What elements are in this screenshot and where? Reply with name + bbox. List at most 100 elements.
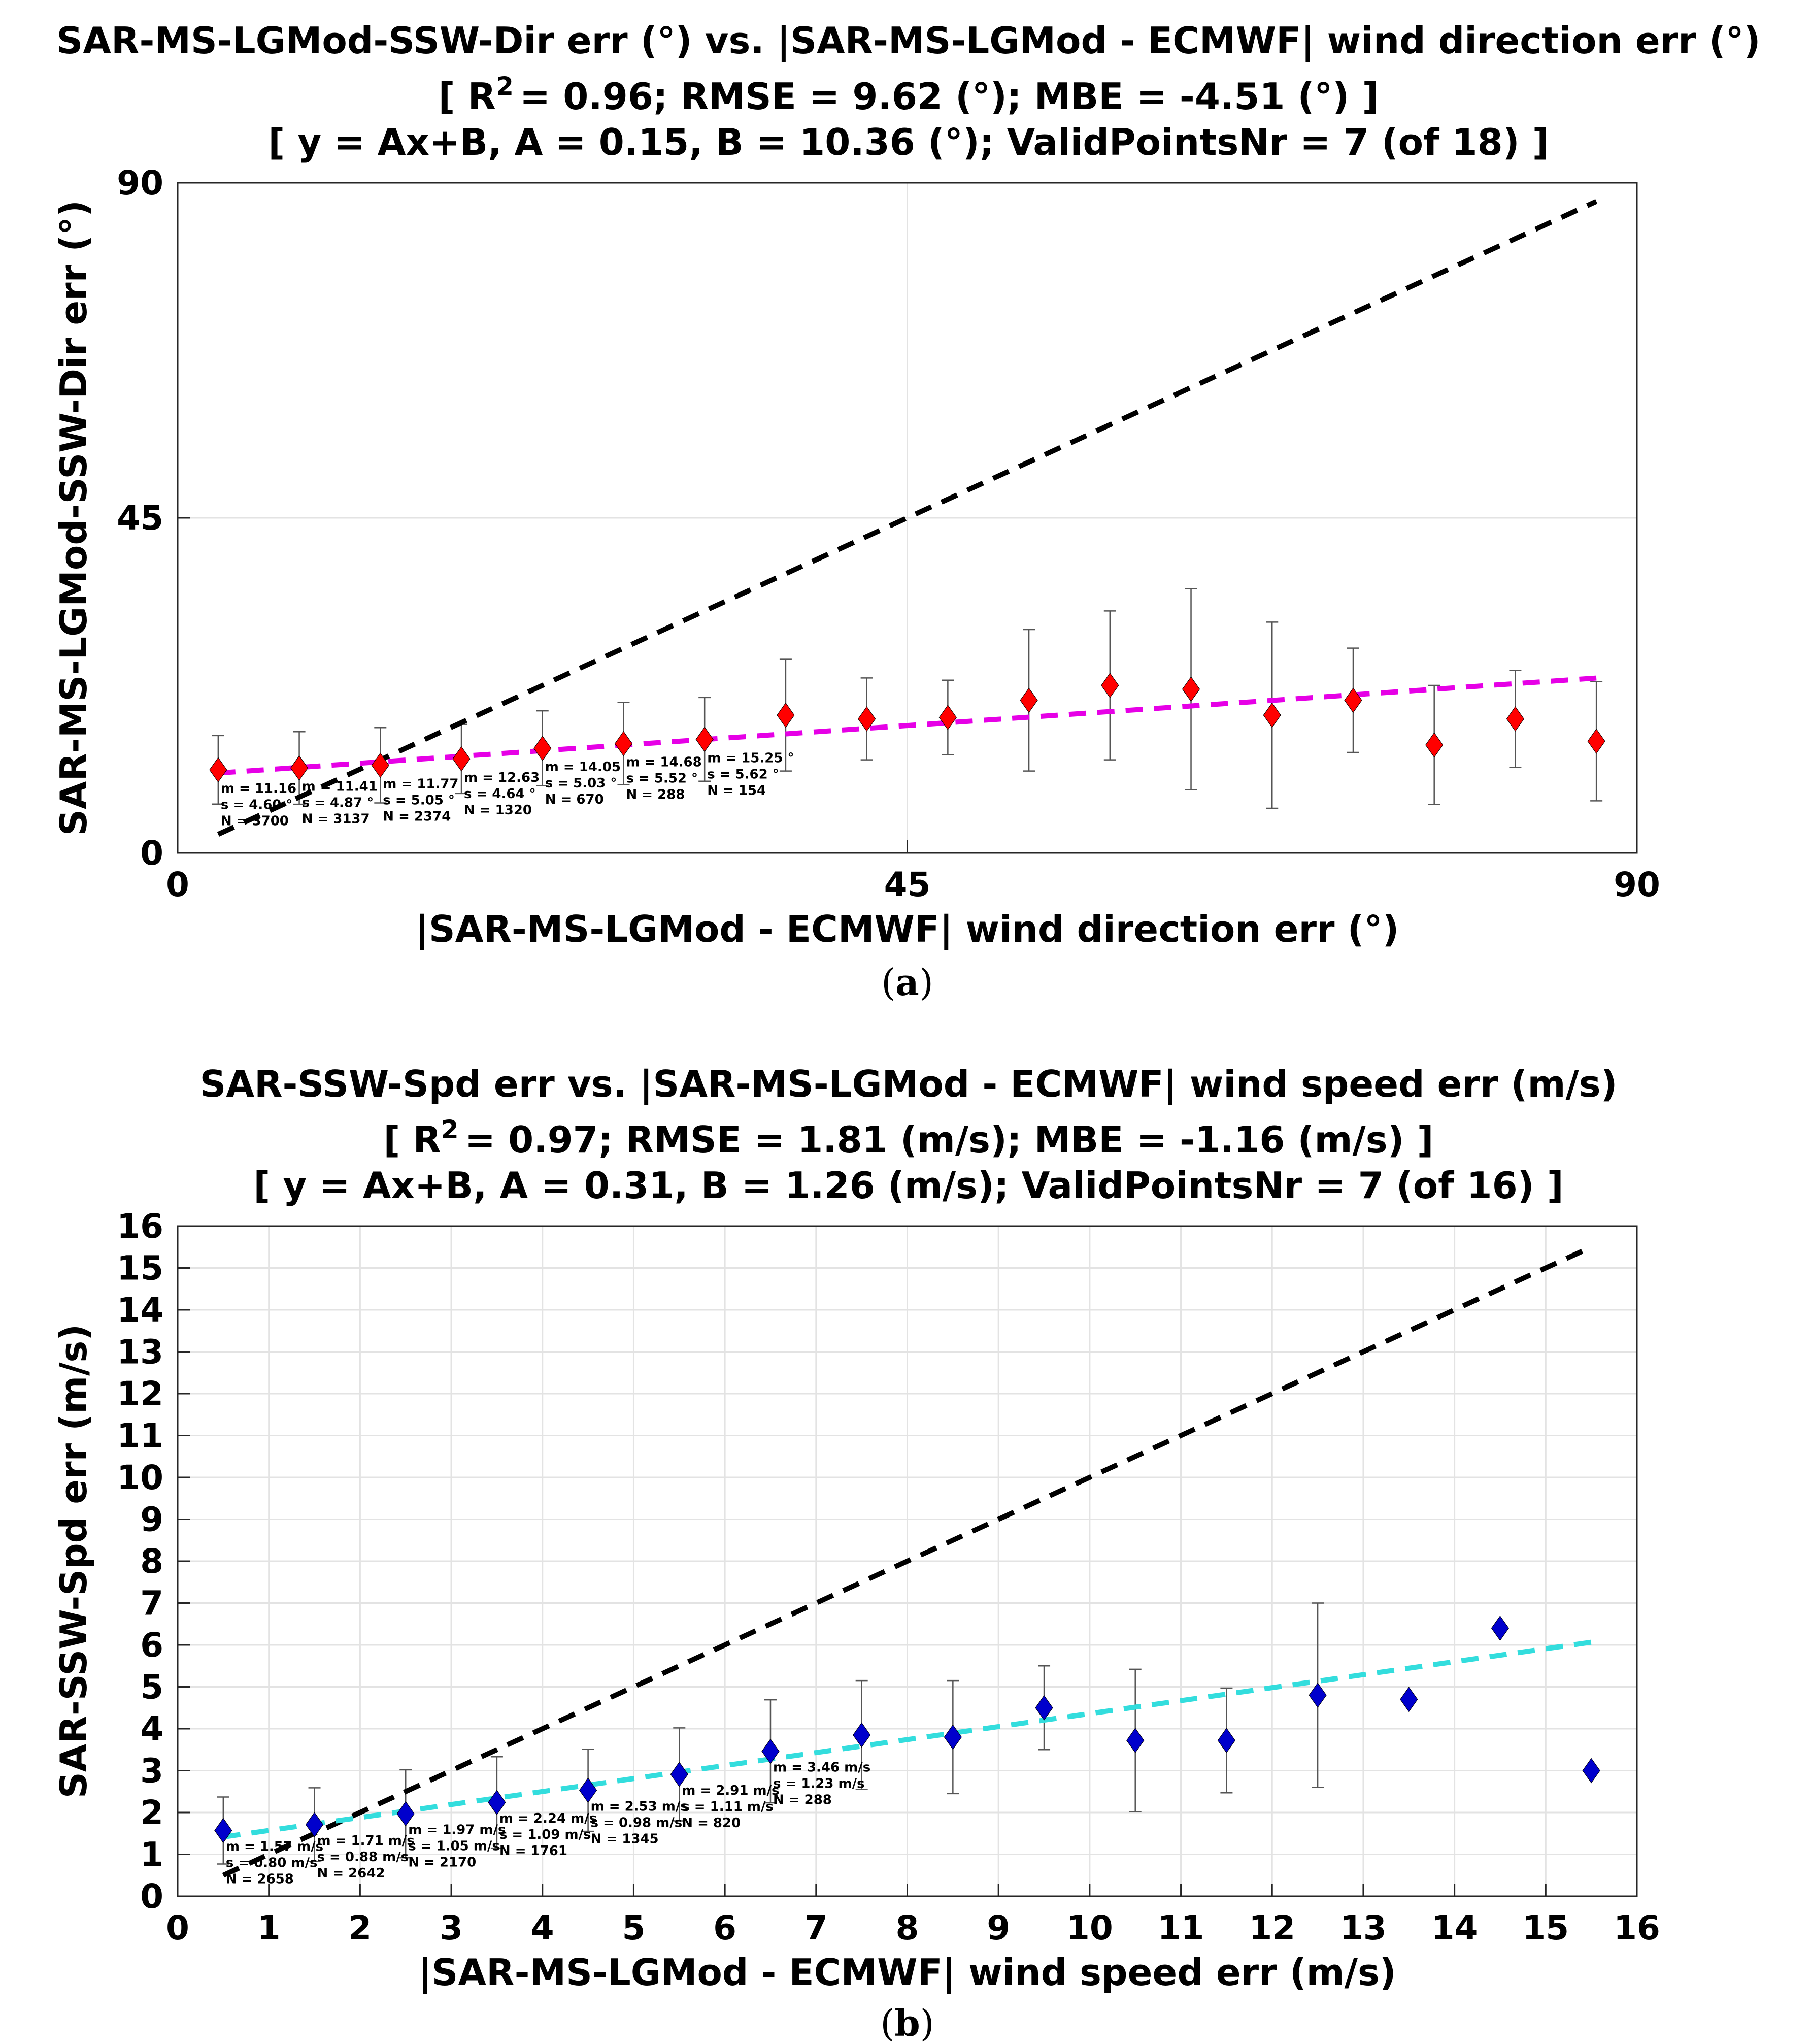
data-point — [488, 1790, 506, 1816]
annotation-mean: m = 11.41 — [302, 779, 378, 795]
x-tick-label: 11 — [1158, 1908, 1204, 1948]
annotation-count: N = 1320 — [464, 803, 532, 818]
data-point — [761, 1738, 780, 1764]
data-point — [396, 1801, 415, 1827]
identity-line — [217, 199, 1598, 837]
annotation-mean: m = 3.46 m/s — [773, 1760, 870, 1775]
annotation-std: s = 4.60 ° — [221, 797, 293, 812]
y-tick-label: 0 — [140, 1877, 163, 1916]
annotation-std: s = 1.11 m/s — [682, 1799, 774, 1815]
annotation-mean: m = 14.68 — [626, 755, 701, 770]
annotation-std: s = 1.23 m/s — [773, 1776, 865, 1792]
y-tick-label: 12 — [117, 1374, 163, 1413]
panel-label-letter: b — [894, 2001, 920, 2044]
stats-values: = 0.96; RMSE = 9.62 (°); MBE = -4.51 (°)… — [520, 75, 1379, 118]
panel-label: (a) — [881, 961, 933, 1004]
regression-fit-line — [218, 675, 1597, 776]
data-point — [858, 706, 876, 732]
x-tick-label: 90 — [1614, 865, 1660, 904]
annotation-mean: m = 2.91 m/s — [682, 1783, 779, 1798]
chart-fit-line: [ y = Ax+B, A = 0.31, B = 1.26 (m/s); Va… — [253, 1164, 1563, 1207]
annotation-std: s = 5.03 ° — [545, 776, 617, 791]
chart-stats-line: [ R2 = 0.96; RMSE = 9.62 (°); MBE = -4.51… — [439, 72, 1379, 118]
stats-r2-superscript: 2 — [441, 1115, 459, 1144]
data-point — [938, 705, 957, 730]
annotation-std: s = 1.09 m/s — [499, 1827, 591, 1842]
annotation-count: N = 288 — [773, 1793, 832, 1808]
x-tick-label: 15 — [1522, 1908, 1569, 1948]
annotation-std: s = 0.80 m/s — [226, 1855, 318, 1870]
panel-label-open-paren: ( — [880, 2002, 894, 2044]
stats-values: = 0.97; RMSE = 1.81 (m/s); MBE = -1.16 (… — [465, 1118, 1434, 1161]
annotation-count: N = 820 — [682, 1816, 741, 1831]
x-tick-label: 12 — [1249, 1908, 1295, 1948]
x-tick-label: 2 — [348, 1908, 372, 1948]
stats-r-label: [ R — [384, 1118, 441, 1161]
annotation-mean: m = 15.25 ° — [707, 750, 794, 766]
y-tick-label: 45 — [117, 499, 163, 538]
annotation-std: s = 4.87 ° — [302, 796, 374, 811]
panel-label-letter: a — [895, 961, 919, 1004]
annotation-count: N = 3700 — [221, 813, 289, 829]
annotation-mean: m = 12.63 — [464, 770, 540, 785]
annotation-count: N = 154 — [707, 783, 766, 798]
data-point — [305, 1812, 324, 1837]
x-tick-label: 0 — [166, 1908, 189, 1948]
panel-label-open-paren: ( — [881, 961, 895, 1004]
y-tick-label: 1 — [140, 1835, 163, 1874]
x-tick-label: 1 — [257, 1908, 281, 1948]
y-tick-label: 6 — [140, 1626, 163, 1665]
data-point — [452, 746, 471, 772]
data-point — [1309, 1683, 1327, 1708]
data-point — [371, 752, 389, 778]
annotation-mean: m = 1.97 m/s — [408, 1822, 506, 1837]
data-point — [1506, 706, 1525, 732]
data-point — [290, 755, 309, 781]
annotation-mean: m = 1.57 m/s — [226, 1839, 323, 1854]
y-tick-label: 14 — [117, 1291, 163, 1330]
y-tick-label: 11 — [117, 1416, 163, 1456]
x-tick-label: 7 — [804, 1908, 828, 1948]
panel-label-close-paren: ) — [919, 961, 933, 1004]
data-point — [1582, 1758, 1600, 1784]
annotation-mean: m = 14.05 — [545, 760, 621, 775]
y-tick-label: 8 — [140, 1542, 163, 1581]
data-point — [579, 1777, 597, 1803]
data-point — [853, 1722, 871, 1748]
x-tick-label: 3 — [440, 1908, 463, 1948]
chart-fit-line: [ y = Ax+B, A = 0.15, B = 10.36 (°); Val… — [268, 121, 1549, 163]
x-tick-label: 14 — [1431, 1908, 1478, 1948]
x-tick-label: 6 — [713, 1908, 736, 1948]
data-point — [1491, 1616, 1510, 1641]
x-tick-label: 0 — [166, 865, 189, 904]
y-axis-label: SAR-SSW-Spd err (m/s) — [52, 1324, 95, 1798]
panel-a-direction-error-chart: SAR-MS-LGMod-SSW-Dir err (°) vs. |SAR-MS… — [52, 19, 1761, 1004]
y-tick-label: 7 — [140, 1584, 163, 1623]
panel-label-close-paren: ) — [920, 2002, 934, 2044]
y-tick-label: 9 — [140, 1500, 163, 1539]
panel-b-speed-error-chart: SAR-SSW-Spd err vs. |SAR-MS-LGMod - ECMW… — [52, 1063, 1660, 2044]
annotation-std: s = 1.05 m/s — [408, 1838, 500, 1854]
y-tick-label: 5 — [140, 1668, 163, 1707]
x-tick-label: 45 — [884, 865, 931, 904]
y-tick-label: 3 — [140, 1752, 163, 1791]
chart-title: SAR-SSW-Spd err vs. |SAR-MS-LGMod - ECMW… — [199, 1063, 1617, 1106]
x-tick-label: 9 — [987, 1908, 1010, 1948]
data-point — [1182, 676, 1200, 702]
y-tick-label: 16 — [117, 1207, 163, 1246]
y-axis-label: SAR-MS-LGMod-SSW-Dir err (°) — [52, 200, 95, 836]
annotation-mean: m = 2.24 m/s — [499, 1811, 597, 1826]
annotation-std: s = 0.88 m/s — [317, 1850, 409, 1865]
annotation-count: N = 2374 — [383, 809, 451, 824]
data-point — [1263, 702, 1281, 728]
annotation-count: N = 2658 — [226, 1871, 294, 1887]
y-tick-label: 2 — [140, 1793, 163, 1832]
data-point — [695, 727, 714, 752]
data-point — [1126, 1728, 1145, 1753]
data-point — [1400, 1687, 1418, 1712]
y-tick-label: 13 — [117, 1333, 163, 1372]
annotation-mean: m = 11.16 — [221, 781, 296, 796]
chart-title: SAR-MS-LGMod-SSW-Dir err (°) vs. |SAR-MS… — [56, 19, 1760, 62]
annotation-count: N = 288 — [626, 787, 685, 803]
data-point — [1217, 1728, 1236, 1753]
